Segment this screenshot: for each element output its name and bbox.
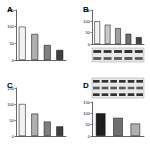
svg-text:0: 0 bbox=[88, 42, 91, 47]
svg-text:D: D bbox=[83, 81, 89, 90]
svg-text:50: 50 bbox=[86, 122, 91, 127]
svg-text:50: 50 bbox=[86, 30, 91, 35]
svg-text:100: 100 bbox=[7, 102, 14, 107]
svg-text:100: 100 bbox=[83, 19, 90, 24]
svg-text:0: 0 bbox=[12, 134, 15, 139]
svg-text:0: 0 bbox=[12, 58, 15, 63]
svg-text:B: B bbox=[83, 5, 89, 14]
svg-text:0: 0 bbox=[88, 134, 91, 139]
svg-text:C: C bbox=[7, 81, 13, 90]
svg-text:50: 50 bbox=[10, 41, 15, 46]
svg-text:150: 150 bbox=[83, 100, 90, 105]
svg-text:50: 50 bbox=[10, 118, 15, 123]
svg-text:A: A bbox=[7, 5, 13, 14]
svg-text:100: 100 bbox=[7, 24, 14, 29]
svg-text:100: 100 bbox=[83, 111, 90, 116]
